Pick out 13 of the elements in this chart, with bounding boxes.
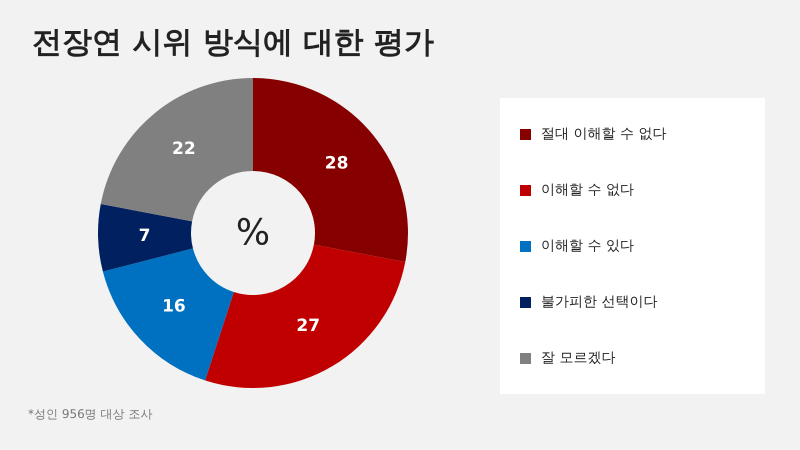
legend-label: 잘 모르겠다: [541, 349, 616, 367]
legend-label: 불가피한 선택이다: [541, 293, 658, 311]
chart-title: 전장연 시위 방식에 대한 평가: [32, 24, 434, 62]
data-label: 22: [172, 138, 196, 159]
legend-label: 절대 이해할 수 없다: [541, 125, 666, 143]
data-label: 28: [324, 153, 348, 174]
text: %: [236, 212, 270, 254]
data-label: 27: [296, 316, 320, 336]
data-label: 16: [162, 296, 186, 317]
legend-label: 이해할 수 없다: [541, 181, 634, 199]
text: *성인 956명 대상 조사: [28, 406, 152, 423]
legend-label: 이해할 수 있다: [541, 237, 634, 255]
data-label: 7: [138, 226, 150, 246]
